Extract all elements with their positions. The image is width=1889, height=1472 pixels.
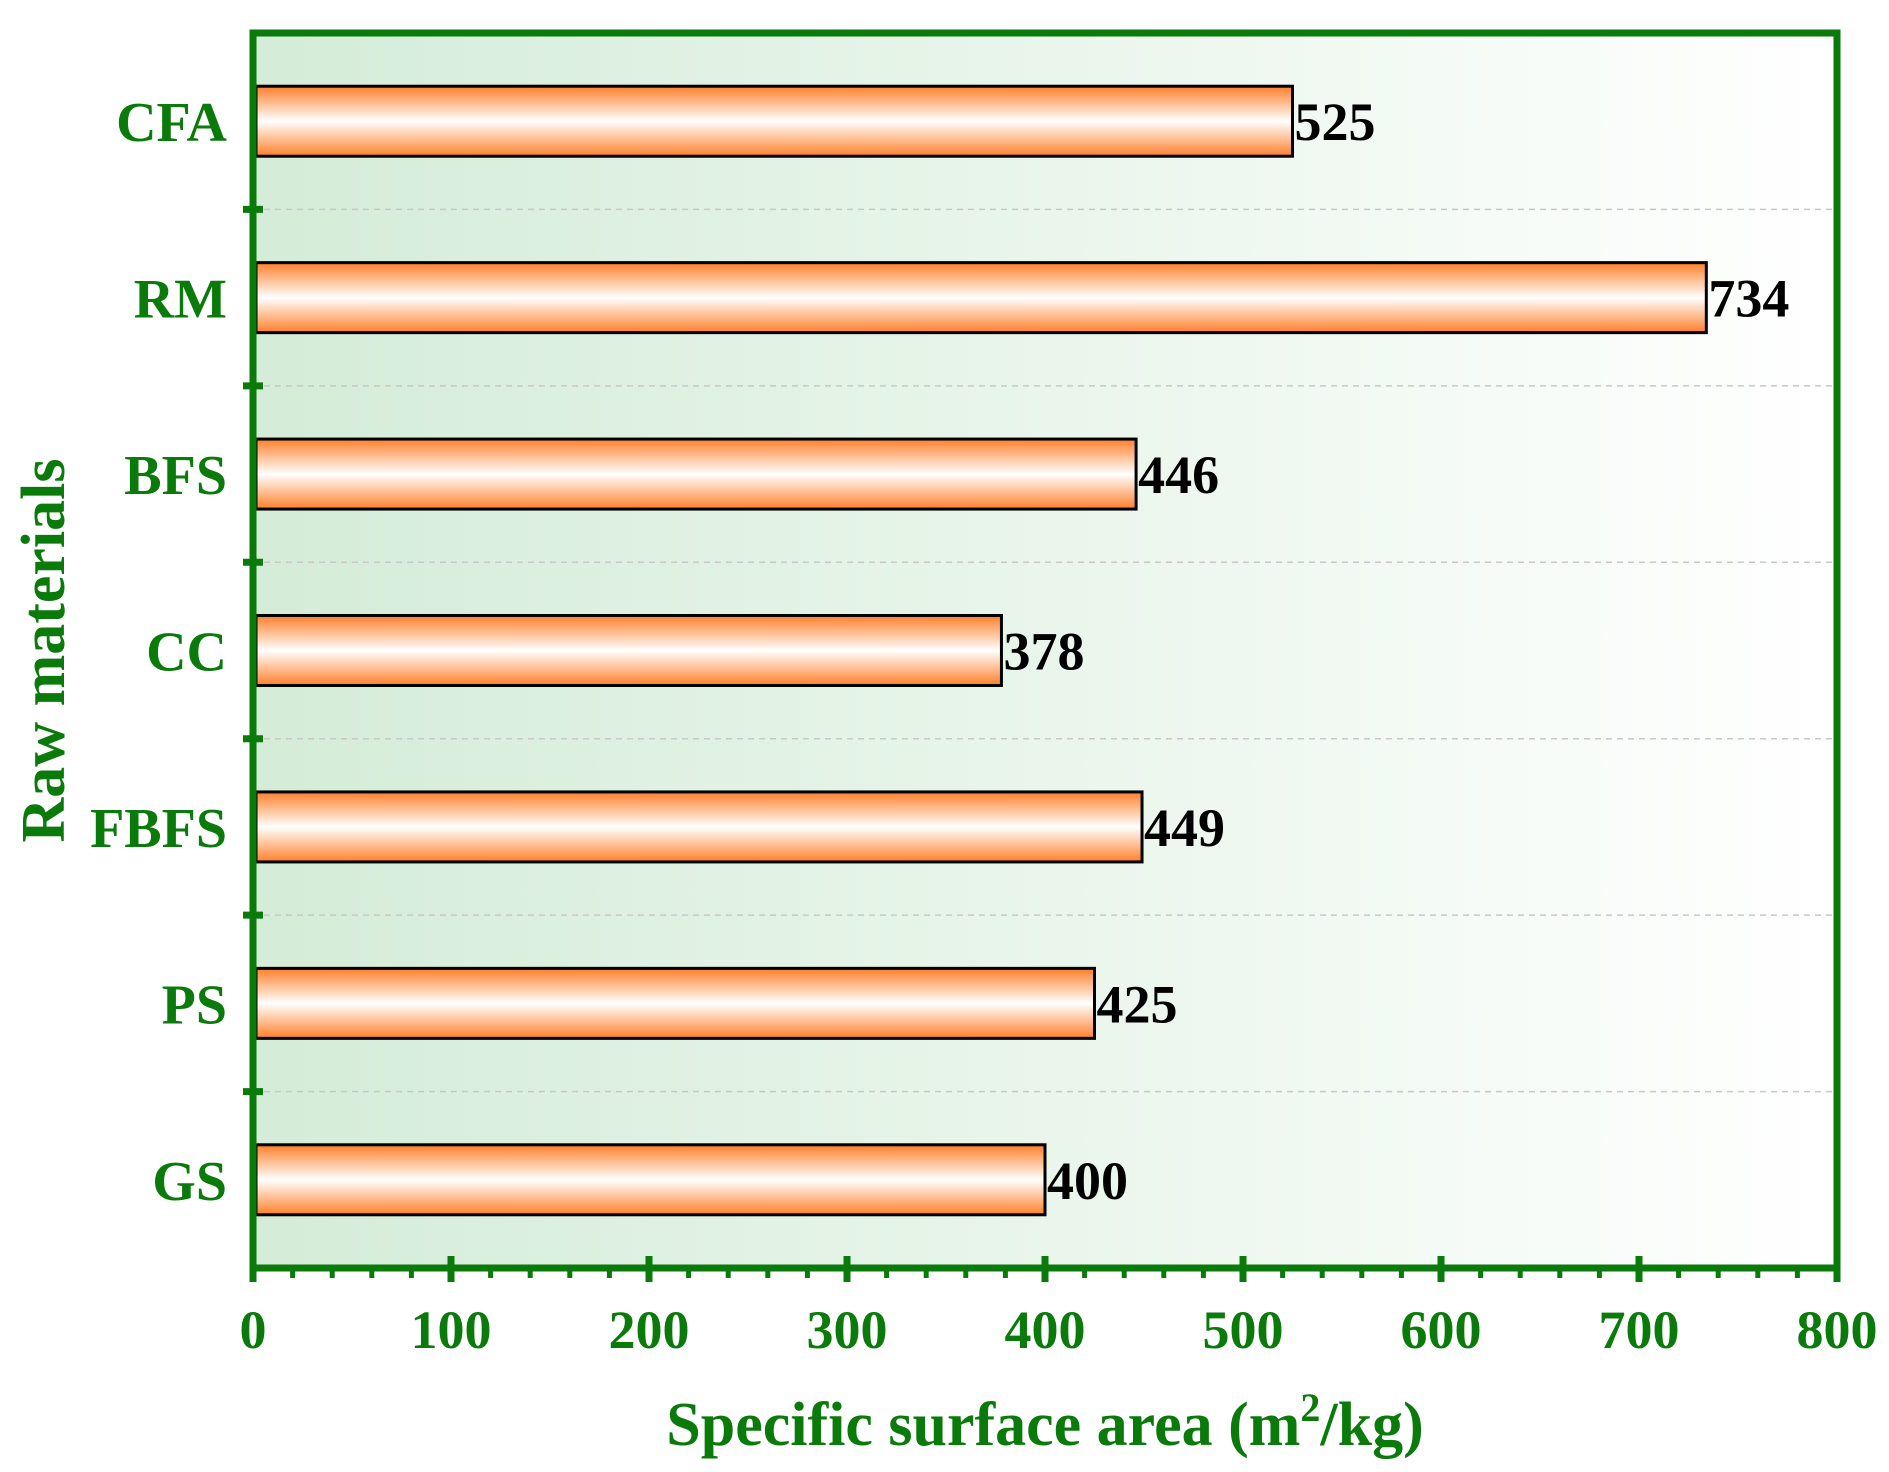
x-axis-title-tail: /kg) <box>1319 1391 1423 1459</box>
x-axis-title-superscript: 2 <box>1300 1385 1320 1430</box>
value-label-ps: 425 <box>1097 974 1178 1034</box>
x-tick-label: 300 <box>807 1300 888 1360</box>
x-tick-label: 400 <box>1005 1300 1086 1360</box>
bar-fbfs <box>254 790 1144 864</box>
category-label-gs: GS <box>152 1151 227 1213</box>
y-axis-title: Raw materials <box>10 459 78 843</box>
bars <box>254 84 1708 1217</box>
value-label-cfa: 525 <box>1295 92 1376 152</box>
bar-cc <box>254 614 1003 687</box>
category-label-cfa: CFA <box>116 92 227 154</box>
category-label-bfs: BFS <box>124 445 227 507</box>
x-tick-label: 0 <box>240 1300 267 1360</box>
value-label-rm: 734 <box>1708 269 1789 329</box>
value-label-fbfs: 449 <box>1144 798 1225 858</box>
x-tick-label: 500 <box>1203 1300 1284 1360</box>
value-label-bfs: 446 <box>1138 445 1219 505</box>
x-tick-label: 600 <box>1401 1300 1482 1360</box>
category-label-ps: PS <box>162 974 227 1036</box>
value-label-cc: 378 <box>1003 622 1084 682</box>
category-label-fbfs: FBFS <box>90 798 227 860</box>
grid-lines <box>253 208 1837 1093</box>
category-label-cc: CC <box>146 622 227 684</box>
bar-rm <box>254 261 1708 335</box>
category-label-rm: RM <box>134 269 227 331</box>
category-labels: CFA RM BFS CC FBFS PS GS <box>90 92 227 1213</box>
x-tick-label: 800 <box>1797 1300 1878 1360</box>
value-labels: 525 734 446 378 449 425 400 <box>1003 92 1789 1211</box>
x-tick-label: 700 <box>1599 1300 1680 1360</box>
bar-cfa <box>254 84 1294 158</box>
x-tick-label: 100 <box>411 1300 492 1360</box>
x-tick-label: 200 <box>609 1300 690 1360</box>
bar-ps <box>254 966 1096 1040</box>
value-label-gs: 400 <box>1047 1151 1128 1211</box>
x-axis-title: Specific surface area (m2/kg) <box>666 1385 1424 1459</box>
bar-gs <box>254 1143 1047 1217</box>
x-axis-title-main: Specific surface area (m <box>666 1391 1300 1459</box>
axis-ticks <box>243 205 1841 1282</box>
x-tick-labels: 0 100 200 300 400 500 600 700 800 <box>240 1300 1878 1360</box>
bar-bfs <box>254 437 1138 511</box>
